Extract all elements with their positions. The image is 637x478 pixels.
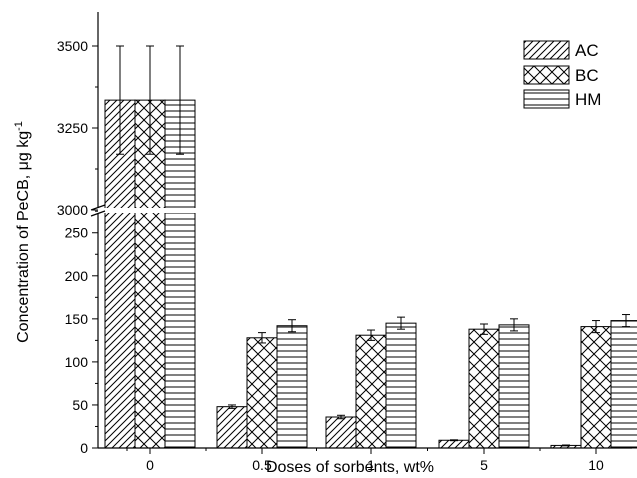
error-bar-bc-4 — [592, 320, 600, 334]
y-tick-label-0: 0 — [80, 440, 88, 456]
bar-bc-4 — [580, 326, 612, 449]
error-bar-bc-3 — [480, 323, 488, 335]
legend-item-bc: BC — [523, 65, 599, 85]
bar-ac-2 — [325, 416, 357, 449]
error-bar-hm-3 — [510, 318, 518, 332]
bar-hm-3 — [498, 324, 530, 449]
bar-bc-1 — [246, 337, 278, 449]
error-bar-ac-2 — [337, 414, 345, 420]
error-bar-bc-1 — [258, 332, 266, 344]
bar-ac-3 — [438, 439, 470, 449]
error-bar-bc-2 — [367, 329, 375, 341]
y-tick-label-200: 200 — [65, 268, 89, 284]
y-axis-title-superscript: -1 — [13, 121, 25, 131]
error-bar-ac-3 — [450, 439, 458, 442]
legend-label-bc: BC — [575, 66, 599, 85]
y-tick-label-150: 150 — [65, 311, 89, 327]
x-tick-label-3: 5 — [480, 457, 488, 473]
error-bar-bc-0 — [146, 45, 154, 155]
bar-bc-3 — [468, 328, 500, 449]
bar-ac-1 — [216, 406, 248, 449]
x-tick-label-4: 10 — [588, 457, 604, 473]
bars-layer — [99, 45, 637, 449]
y-tick-label-3250: 3250 — [57, 120, 88, 136]
bar-hm-2 — [385, 322, 417, 449]
bar-hm-1 — [276, 325, 308, 449]
error-bar-hm-0 — [176, 45, 184, 155]
y-tick-label-50: 50 — [72, 397, 88, 413]
bar-hm-0 — [164, 99, 196, 449]
x-axis-title: Doses of sorbents, wt% — [266, 459, 434, 476]
error-bar-ac-0 — [116, 45, 124, 155]
y-tick-label-100: 100 — [65, 354, 89, 370]
axis-break-mark-top — [90, 204, 106, 211]
y-axis-title: Concentration of PeCB, μg kg-1 — [13, 121, 32, 343]
legend-swatch-ac — [523, 40, 570, 60]
x-tick-label-0: 0 — [146, 457, 154, 473]
legend-label-hm: HM — [575, 90, 601, 109]
legend-item-hm: HM — [523, 89, 601, 109]
axes-layer: 0 50 100 150 200 250 3000 3250 3500 0 0.5 1 5 10 — [57, 12, 632, 473]
error-bar-hm-4 — [622, 314, 630, 328]
legend-swatch-bc — [523, 65, 570, 85]
x-tick-label-2: 1 — [367, 457, 375, 473]
legend-label-ac: AC — [575, 41, 599, 60]
x-tick-label-1: 0.5 — [252, 457, 272, 473]
error-bar-hm-1 — [288, 319, 296, 333]
bar-hm-4 — [610, 320, 637, 449]
axis-break-band — [99, 208, 299, 213]
y-tick-label-3000: 3000 — [57, 202, 88, 218]
legend: AC BC HM — [523, 40, 601, 109]
y-axis-title-main: Concentration of PeCB, μg kg — [15, 131, 32, 343]
error-bar-ac-1 — [228, 404, 236, 409]
legend-item-ac: AC — [523, 40, 599, 60]
y-tick-label-3500: 3500 — [57, 38, 88, 54]
bar-bc-2 — [355, 334, 387, 449]
bar-ac-0 — [104, 99, 136, 449]
y-tick-label-250: 250 — [65, 225, 89, 241]
error-bar-hm-2 — [397, 316, 405, 330]
axis-break-mark-bottom — [90, 210, 106, 217]
legend-swatch-hm — [523, 89, 570, 109]
error-bar-ac-4 — [562, 444, 570, 447]
